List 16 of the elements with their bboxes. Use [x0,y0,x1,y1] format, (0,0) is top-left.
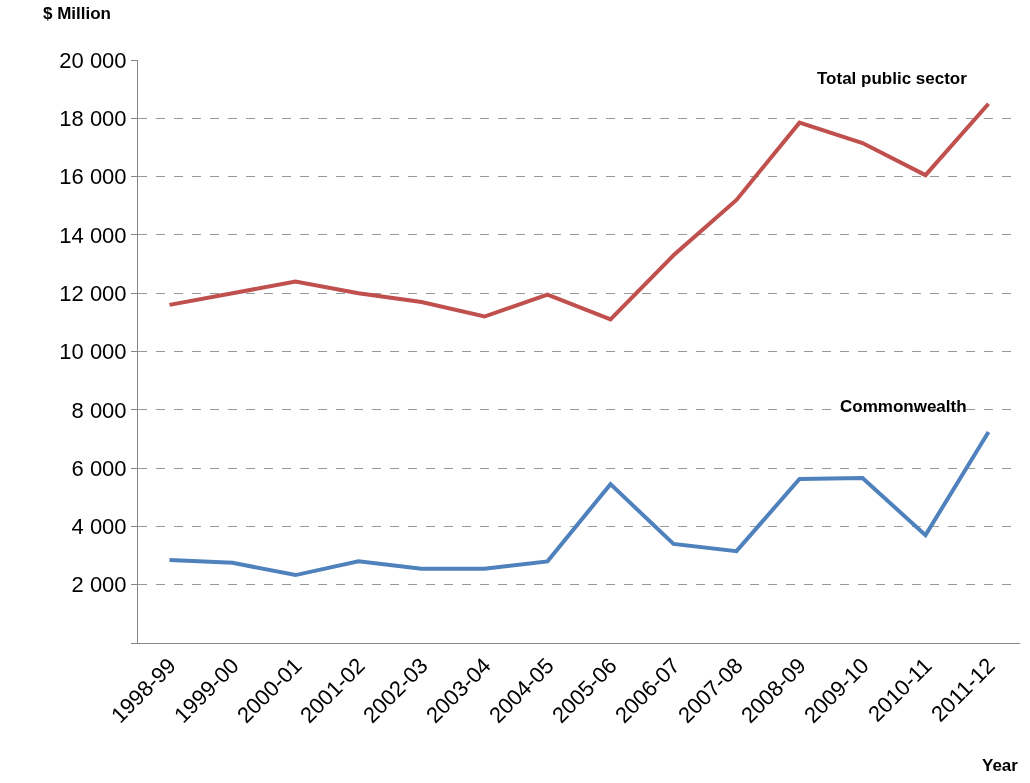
y-tick-label: 20 000 [59,47,127,73]
y-tick-label: 4 000 [71,514,127,540]
y-tick-label: 16 000 [59,164,127,190]
y-tick-label: 6 000 [71,455,127,481]
series-label: Total public sector [817,69,968,88]
y-axis-title: $ Million [43,4,111,23]
y-tick-label: 12 000 [59,280,127,306]
series-label: Commonwealth [840,397,967,416]
line-series [167,101,991,322]
y-tick-label: 2 000 [71,572,127,598]
y-tick-label: 10 000 [59,339,127,365]
y-tick-label: 14 000 [59,222,127,248]
line-series [167,429,991,578]
y-tick-label: 18 000 [59,106,127,131]
x-axis-title: Year [982,756,1019,775]
y-tick-label: 8 000 [71,397,127,423]
